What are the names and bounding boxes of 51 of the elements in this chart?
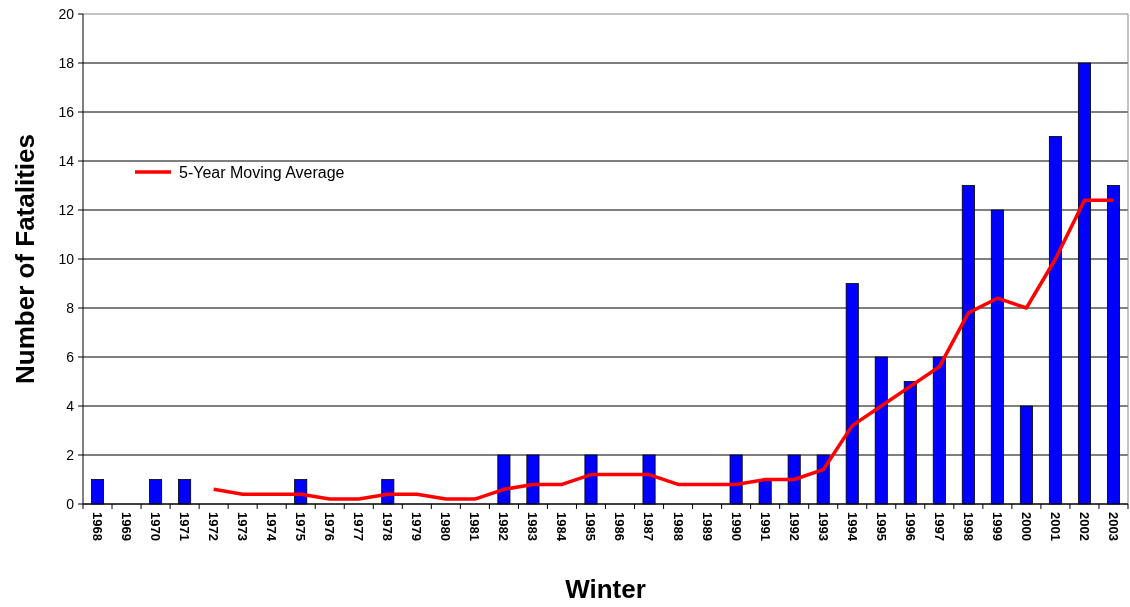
y-tick-label: 18 <box>58 54 75 71</box>
x-tick-label: 1998 <box>960 512 976 541</box>
x-tick-label: 1976 <box>322 512 338 541</box>
x-tick-label: 1988 <box>670 512 686 541</box>
x-tick-label: 1983 <box>525 512 541 541</box>
x-tick-label: 1992 <box>786 512 802 541</box>
x-axis-title: Winter <box>565 574 646 604</box>
x-tick-label: 1969 <box>118 512 134 541</box>
x-tick-label: 1971 <box>177 512 193 541</box>
x-tick-label: 1990 <box>728 512 744 541</box>
x-tick-label: 1987 <box>641 512 657 541</box>
y-tick-label: 20 <box>58 5 75 22</box>
line-series <box>211 198 1116 501</box>
x-tick-label: 1999 <box>989 512 1005 541</box>
x-tick-label: 1968 <box>89 512 105 541</box>
x-tick-label: 1997 <box>931 512 947 541</box>
x-tick-label: 1980 <box>438 512 454 541</box>
y-tick-label: 14 <box>58 152 75 169</box>
x-tick-label: 1989 <box>699 512 715 541</box>
y-tick-label: 2 <box>66 446 75 463</box>
y-tick-label: 6 <box>66 348 75 365</box>
x-tick-label: 1991 <box>757 512 773 541</box>
x-tick-label: 1974 <box>264 512 280 542</box>
x-tick-label: 1996 <box>902 512 918 541</box>
x-tick-label: 2001 <box>1047 512 1063 541</box>
x-tick-label: 1972 <box>206 512 222 541</box>
y-axis-title: Number of Fatalities <box>10 134 40 384</box>
y-tick-label: 0 <box>66 495 75 512</box>
x-tick-label: 2003 <box>1105 512 1121 541</box>
x-tick-label: 1977 <box>351 512 367 541</box>
y-tick-label: 10 <box>58 250 75 267</box>
x-tick-label: 1994 <box>844 512 860 542</box>
x-tick-label: 1979 <box>409 512 425 541</box>
y-tick-label: 12 <box>58 201 75 218</box>
x-tick-label: 1978 <box>380 512 396 541</box>
y-tick-label: 8 <box>66 299 75 316</box>
x-tick-label: 1970 <box>148 512 164 541</box>
x-tick-label: 1986 <box>612 512 628 541</box>
y-tick-label: 16 <box>58 103 75 120</box>
x-tick-label: 1975 <box>293 512 309 541</box>
y-tick-label: 4 <box>66 397 75 414</box>
x-tick-label: 1981 <box>467 512 483 541</box>
x-tick-label: 1982 <box>496 512 512 541</box>
legend-label: 5-Year Moving Average <box>179 163 345 181</box>
x-tick-label: 1973 <box>235 512 251 541</box>
x-tick-label: 1984 <box>554 512 570 542</box>
x-tick-label: 1995 <box>873 512 889 541</box>
x-tick-label: 1993 <box>815 512 831 541</box>
x-tick-label: 2002 <box>1076 512 1092 541</box>
x-tick-label: 1985 <box>583 512 599 541</box>
x-tick-label: 2000 <box>1018 512 1034 541</box>
